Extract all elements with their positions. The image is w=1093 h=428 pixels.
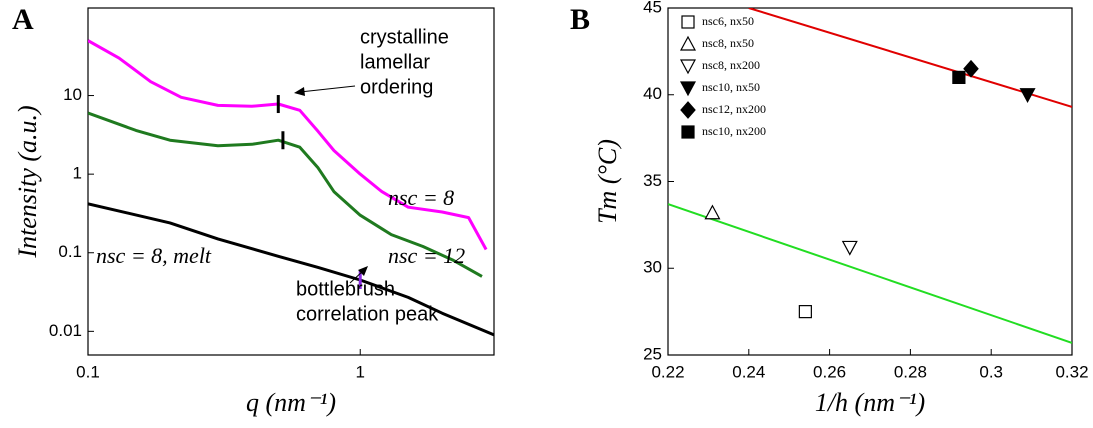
point xyxy=(798,305,812,319)
point xyxy=(1019,88,1036,104)
legend-marker xyxy=(679,81,697,97)
curve-label: nsc = 12 xyxy=(388,243,465,268)
point xyxy=(952,70,966,85)
curve-label: nsc = 8 xyxy=(388,185,454,210)
fit-line xyxy=(668,203,1072,344)
x-tick-label: 0.24 xyxy=(732,362,765,381)
panel-letter: A xyxy=(12,3,34,36)
legend-label: nsc8, nx50 xyxy=(702,36,754,50)
legend-label: nsc10, nx50 xyxy=(702,80,760,94)
legend-label: nsc10, nx200 xyxy=(702,124,766,138)
legend-marker xyxy=(679,35,697,51)
curve xyxy=(88,39,488,251)
y-tick-label: 45 xyxy=(643,0,662,16)
legend-label: nsc6, nx50 xyxy=(702,14,754,28)
y-axis-label: Intensity (a.u.) xyxy=(13,105,42,258)
y-tick-label: 30 xyxy=(643,258,662,277)
point xyxy=(841,240,858,256)
legend-marker xyxy=(680,101,696,119)
x-axis-label: q (nm⁻¹) xyxy=(246,388,336,417)
y-tick-label: 35 xyxy=(643,171,662,190)
y-tick-label: 0.01 xyxy=(49,321,82,340)
annotation: ordering xyxy=(360,76,433,98)
legend-marker xyxy=(681,125,695,139)
x-tick-label: 0.3 xyxy=(979,362,1003,381)
annotation: correlation peak xyxy=(296,303,439,325)
x-tick-label: 0.32 xyxy=(1055,362,1088,381)
x-axis-label: 1/h (nm⁻¹) xyxy=(815,388,925,417)
curve-label: nsc = 8, melt xyxy=(96,243,212,268)
point xyxy=(963,59,979,78)
annotation: crystalline xyxy=(360,26,449,48)
point xyxy=(704,204,721,220)
y-tick-label: 25 xyxy=(643,344,662,363)
x-tick-label: 0.26 xyxy=(813,362,846,381)
y-tick-label: 0.1 xyxy=(58,242,82,261)
x-tick-label: 0.22 xyxy=(651,362,684,381)
legend-marker xyxy=(679,59,697,75)
y-axis-label: Tm (°C) xyxy=(593,139,622,224)
y-tick-label: 40 xyxy=(643,84,662,103)
panel-letter: B xyxy=(570,3,590,36)
annotation: lamellar xyxy=(360,51,430,73)
curve xyxy=(88,111,483,278)
arrowhead xyxy=(294,87,305,96)
legend-label: nsc12, nx200 xyxy=(702,102,766,116)
curve xyxy=(88,202,494,337)
legend-label: nsc8, nx200 xyxy=(702,58,760,72)
annotation: bottlebrush xyxy=(296,278,395,300)
legend-marker xyxy=(681,15,695,29)
x-tick-label: 0.28 xyxy=(894,362,927,381)
fit-line xyxy=(748,8,1072,108)
y-tick-label: 10 xyxy=(63,85,82,104)
x-tick-label: 0.1 xyxy=(76,362,100,381)
arrowhead xyxy=(358,266,368,276)
arrow xyxy=(299,85,356,93)
y-tick-label: 1 xyxy=(73,164,82,183)
plot-frame xyxy=(87,7,495,356)
x-tick-label: 1 xyxy=(356,362,365,381)
